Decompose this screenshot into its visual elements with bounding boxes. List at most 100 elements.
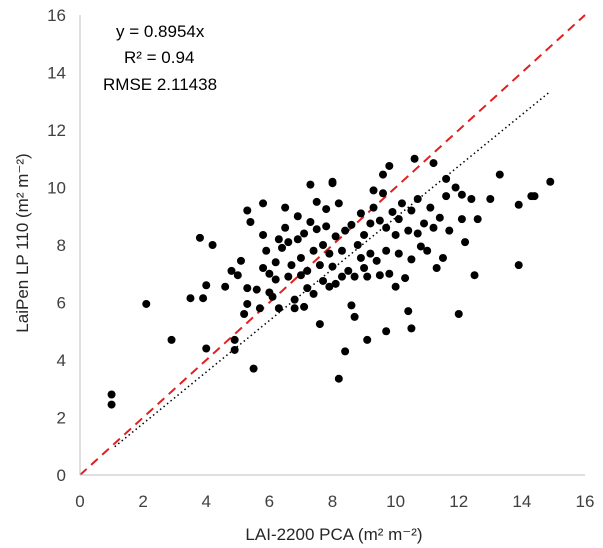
y-tick-label: 4 (57, 351, 66, 370)
data-point (394, 249, 403, 258)
data-point (331, 232, 340, 241)
data-point (353, 241, 362, 249)
data-point (312, 225, 321, 234)
data-point (243, 299, 252, 308)
data-point (404, 226, 413, 235)
y-axis-title: LaiPen LP 110 (m² m⁻²) (13, 153, 32, 332)
data-points (107, 154, 555, 409)
rmse-label: RMSE 2.11438 (103, 75, 217, 94)
data-point (375, 271, 384, 280)
axes (79, 15, 585, 476)
data-point (445, 226, 454, 235)
y-tick-label: 10 (47, 179, 66, 198)
data-point (407, 206, 416, 215)
data-point (249, 364, 258, 373)
x-tick-label: 6 (265, 492, 274, 511)
data-point (347, 220, 356, 229)
data-point (315, 320, 324, 329)
data-point (391, 282, 400, 291)
data-point (252, 285, 261, 294)
data-point (331, 279, 340, 288)
data-point (281, 203, 290, 212)
data-point (287, 261, 296, 270)
data-point (236, 256, 245, 265)
data-point (356, 209, 365, 218)
data-point (202, 281, 211, 290)
data-point (457, 215, 466, 224)
data-point (429, 159, 438, 168)
data-point (451, 183, 460, 192)
data-point (341, 226, 350, 235)
equation-label: y = 0.8954x (116, 22, 205, 41)
data-point (382, 327, 391, 336)
data-point (142, 299, 151, 308)
data-point (293, 212, 302, 221)
data-point (309, 246, 318, 255)
data-point (356, 253, 365, 262)
data-point (379, 189, 387, 198)
data-point (268, 292, 277, 301)
x-axis-title-text: LAI-2200 PCA (245, 525, 354, 544)
data-point (401, 274, 410, 283)
data-point (375, 216, 384, 225)
data-point (274, 235, 283, 244)
data-point (442, 192, 451, 201)
data-point (262, 246, 271, 255)
data-point (293, 235, 302, 244)
y-axis-title-unit: (m² m⁻²) (13, 153, 32, 218)
data-point (413, 195, 422, 203)
data-point (255, 304, 264, 313)
data-point (300, 302, 309, 311)
data-point (221, 282, 230, 291)
data-point (372, 256, 381, 265)
data-point (325, 249, 334, 258)
linear-fit-line (114, 90, 551, 448)
data-point (240, 310, 249, 318)
data-point (167, 335, 176, 344)
x-tick-label: 8 (328, 492, 337, 511)
data-point (319, 241, 328, 249)
data-point (407, 324, 416, 333)
data-point (246, 218, 255, 226)
data-point (296, 253, 305, 262)
data-point (382, 223, 391, 232)
x-tick-label: 14 (512, 492, 531, 511)
data-point (350, 312, 359, 321)
data-point (410, 154, 419, 163)
data-point (420, 219, 429, 228)
y-tick-label: 2 (57, 409, 66, 428)
data-point (328, 262, 337, 271)
data-point (265, 269, 274, 278)
data-point (514, 200, 523, 209)
data-point (199, 294, 208, 303)
data-point (407, 255, 416, 264)
x-tick-label: 10 (386, 492, 405, 511)
x-axis-title: LAI-2200 PCA (m² m⁻²) (245, 525, 422, 544)
data-point (473, 215, 482, 224)
data-point (334, 199, 343, 208)
data-point (461, 238, 470, 247)
data-point (243, 206, 252, 215)
data-point (347, 301, 356, 310)
data-point (369, 203, 378, 212)
data-point (363, 272, 372, 281)
data-point (344, 266, 353, 275)
data-point (385, 269, 394, 278)
data-point (435, 213, 444, 222)
data-point (334, 374, 343, 383)
y-axis-ticks: 0 2 4 6 8 10 12 14 16 (47, 6, 66, 485)
data-point (413, 229, 422, 238)
data-point (319, 276, 328, 285)
data-point (325, 282, 334, 291)
y-tick-label: 0 (57, 466, 66, 485)
data-point (186, 294, 195, 303)
data-point (366, 219, 375, 228)
x-tick-label: 2 (138, 492, 147, 511)
data-point (328, 177, 337, 186)
data-point (385, 161, 394, 170)
data-point (423, 246, 432, 255)
x-axis-ticks: 0 2 4 6 8 10 12 14 16 (75, 492, 594, 511)
data-point (271, 258, 280, 267)
data-point (322, 222, 331, 231)
